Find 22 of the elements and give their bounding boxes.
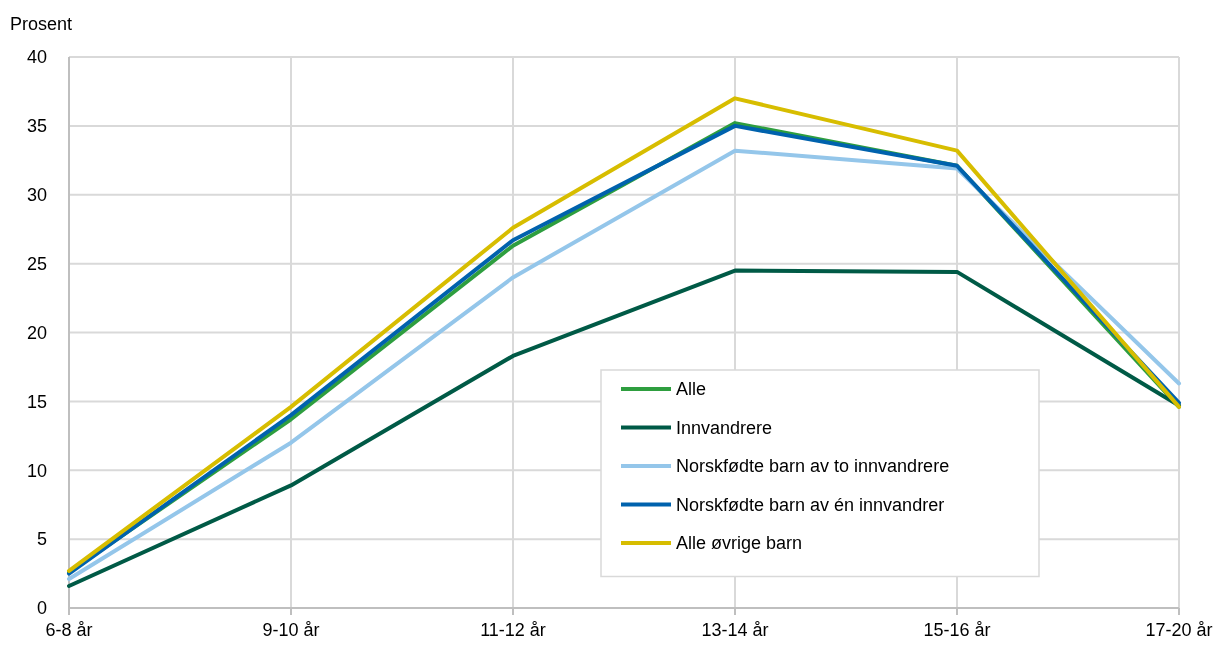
legend-label: Norskfødte barn av to innvandrere (676, 456, 950, 477)
x-tick-label: 13-14 år (701, 620, 769, 640)
y-tick-label: 0 (36, 598, 47, 619)
y-axis-title: Prosent (10, 14, 73, 34)
x-tick-label: 9-10 år (262, 620, 320, 640)
legend-label: Alle (676, 379, 707, 400)
y-tick-label: 30 (26, 185, 47, 206)
legend-label: Norskfødte barn av én innvandrer (676, 494, 945, 515)
x-tick-label: 6-8 år (45, 620, 93, 640)
y-tick-label: 40 (26, 47, 47, 68)
y-tick-label: 25 (26, 253, 47, 274)
x-tick-label: 15-16 år (923, 620, 991, 640)
y-tick-label: 35 (26, 116, 47, 137)
x-tick-label: 11-12 år (480, 620, 546, 640)
y-tick-label: 5 (36, 529, 47, 550)
legend-label: Alle øvrige barn (676, 533, 803, 554)
legend-label: Innvandrere (676, 417, 773, 438)
y-tick-label: 15 (26, 391, 47, 412)
line-series (67, 268, 1181, 588)
y-tick-label: 20 (26, 322, 47, 343)
x-tick-label: 17-20 år (1145, 620, 1213, 640)
y-tick-label: 10 (26, 460, 47, 481)
